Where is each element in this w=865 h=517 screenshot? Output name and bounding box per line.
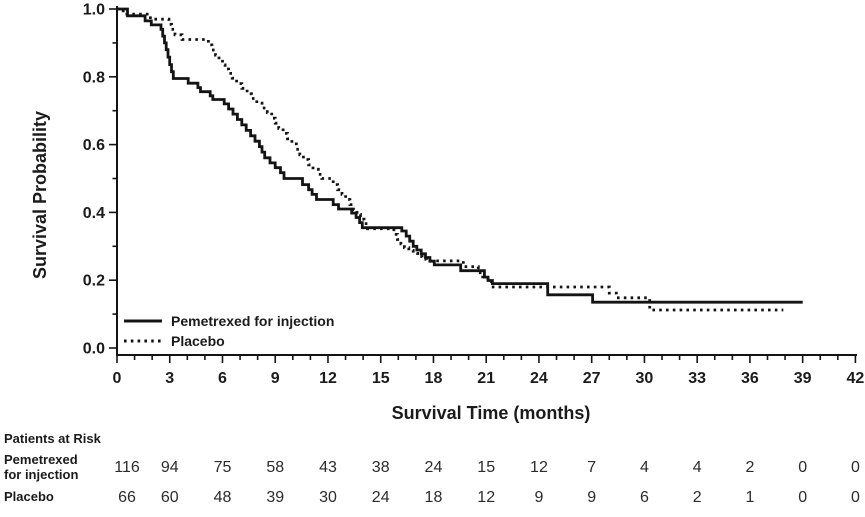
at-risk-count-pemetrexed: 7	[587, 459, 597, 476]
x-tick-label: 24	[530, 370, 548, 387]
at-risk-count-pemetrexed: 43	[319, 459, 337, 476]
x-axis-title: Survival Time (months)	[392, 403, 591, 423]
at-risk-count-placebo: 48	[213, 489, 232, 506]
x-tick-label: 33	[688, 370, 706, 387]
legend-label-pemetrexed: Pemetrexed for injection	[171, 313, 334, 329]
at-risk-count-pemetrexed: 4	[639, 459, 649, 476]
at-risk-count-pemetrexed: 2	[745, 459, 755, 476]
x-tick-label: 0	[113, 370, 122, 387]
at-risk-row-label-placebo: Placebo	[4, 489, 54, 504]
x-tick-label: 3	[165, 370, 174, 387]
at-risk-heading: Patients at Risk	[4, 431, 101, 446]
at-risk-row-label-pemetrexed: for injection	[4, 467, 79, 482]
at-risk-count-placebo: 18	[424, 489, 443, 506]
at-risk-count-pemetrexed: 0	[850, 459, 860, 476]
x-tick-label: 21	[477, 370, 495, 387]
at-risk-count-pemetrexed: 94	[160, 459, 179, 476]
at-risk-count-pemetrexed: 75	[213, 459, 232, 476]
at-risk-count-placebo: 1	[745, 489, 755, 506]
at-risk-count-placebo: 39	[266, 489, 285, 506]
y-tick-label: 1.0	[83, 2, 105, 19]
x-tick-label: 12	[319, 370, 337, 387]
at-risk-count-placebo: 0	[798, 489, 808, 506]
at-risk-count-pemetrexed: 38	[371, 459, 390, 476]
y-axis-title: Survival Probability	[30, 111, 50, 279]
y-tick-label: 0.0	[83, 341, 105, 358]
y-tick-label: 0.6	[83, 137, 105, 154]
legend-label-placebo: Placebo	[171, 333, 225, 349]
x-tick-label: 30	[636, 370, 654, 387]
x-tick-label: 27	[583, 370, 601, 387]
at-risk-count-pemetrexed: 12	[530, 459, 548, 476]
x-tick-label: 42	[847, 370, 865, 387]
at-risk-count-placebo: 30	[319, 489, 337, 506]
at-risk-count-pemetrexed: 58	[266, 459, 285, 476]
at-risk-count-placebo: 0	[850, 489, 860, 506]
at-risk-count-placebo: 9	[587, 489, 597, 506]
y-tick-label: 0.4	[83, 205, 105, 222]
x-tick-label: 18	[425, 370, 443, 387]
at-risk-count-pemetrexed: 116	[114, 459, 140, 476]
at-risk-count-placebo: 24	[371, 489, 390, 506]
at-risk-count-placebo: 6	[639, 489, 649, 506]
at-risk-count-pemetrexed: 4	[692, 459, 702, 476]
at-risk-count-pemetrexed: 15	[477, 459, 496, 476]
at-risk-row-label-pemetrexed: Pemetrexed	[4, 452, 78, 467]
x-tick-label: 36	[741, 370, 759, 387]
at-risk-count-pemetrexed: 24	[424, 459, 443, 476]
x-tick-label: 9	[271, 370, 280, 387]
at-risk-count-placebo: 60	[160, 489, 179, 506]
y-tick-label: 0.2	[83, 273, 105, 290]
at-risk-count-placebo: 2	[692, 489, 702, 506]
x-tick-label: 15	[372, 370, 390, 387]
survival-chart: 0 3 6 9 12 15 18 21 24 27 30 33 36 39 420.00.20.40.60.…	[30, 2, 865, 424]
series-pemetrexed-line	[117, 7, 803, 304]
at-risk-count-placebo: 66	[118, 489, 136, 506]
series-placebo-line	[117, 7, 784, 312]
x-tick-label: 6	[218, 370, 227, 387]
y-tick-label: 0.8	[83, 69, 105, 86]
at-risk-count-placebo: 12	[477, 489, 496, 506]
x-tick-label: 39	[794, 370, 812, 387]
at-risk-count-placebo: 9	[534, 489, 544, 506]
at-risk-count-pemetrexed: 0	[798, 459, 808, 476]
